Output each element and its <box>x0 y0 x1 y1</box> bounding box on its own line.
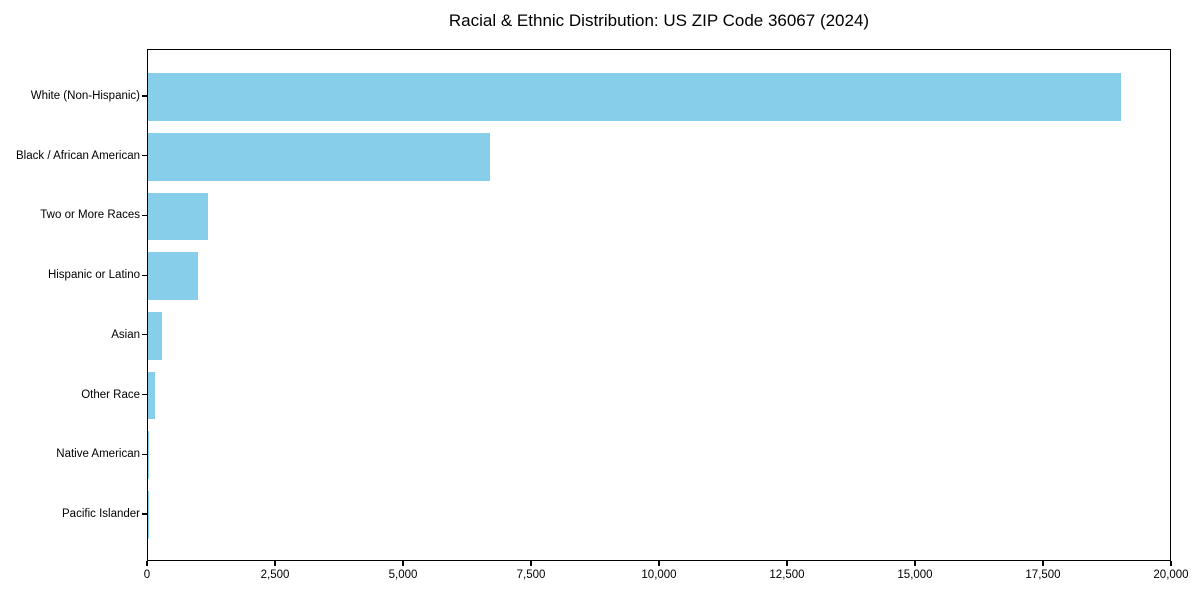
chart-title: Racial & Ethnic Distribution: US ZIP Cod… <box>448 11 870 30</box>
x-tick-mark <box>146 561 148 566</box>
x-tick-label: 15,000 <box>897 569 933 581</box>
category-bar <box>148 132 491 181</box>
x-tick-mark <box>530 561 532 566</box>
category-bar <box>148 73 1122 121</box>
y-axis-label: Native American <box>56 448 140 461</box>
y-axis-label: Two or More Races <box>40 209 140 222</box>
x-tick-mark <box>274 561 276 566</box>
category-bar <box>148 371 156 420</box>
y-tick-mark <box>142 393 147 396</box>
y-tick-mark <box>142 453 147 455</box>
x-tick-label: 5,000 <box>388 569 418 581</box>
x-tick-label: 0 <box>143 569 151 581</box>
y-tick-mark <box>142 95 147 97</box>
x-tick-label: 12,500 <box>769 569 805 581</box>
y-axis-label: Hispanic or Latino <box>47 269 140 282</box>
y-tick-mark <box>142 334 147 336</box>
x-tick-label: 7,500 <box>516 569 546 581</box>
y-axis-label: Black / African American <box>16 149 140 162</box>
category-bar <box>148 192 209 241</box>
y-axis-label: White (Non-Hispanic) <box>30 90 140 103</box>
x-tick-mark <box>658 561 660 566</box>
x-tick-mark <box>1042 561 1044 566</box>
y-tick-mark <box>142 274 147 276</box>
x-tick-mark <box>1170 561 1172 566</box>
x-tick-label: 17,500 <box>1025 569 1061 581</box>
y-tick-mark <box>142 513 147 515</box>
y-axis-label: Asian <box>111 328 140 341</box>
y-axis-label: Other Race <box>81 388 140 401</box>
x-tick-label: 2,500 <box>260 569 290 581</box>
x-tick-label: 20,000 <box>1153 569 1189 581</box>
y-tick-mark <box>142 155 147 157</box>
x-tick-mark <box>914 561 916 566</box>
y-axis-label: Pacific Islander <box>62 507 140 520</box>
x-tick-mark <box>786 561 788 566</box>
category-bar <box>148 311 162 360</box>
category-bar <box>148 431 150 480</box>
x-tick-label: 10,000 <box>641 569 677 581</box>
category-bar <box>148 252 199 301</box>
plot-area <box>147 49 1171 561</box>
x-tick-mark <box>402 561 404 566</box>
y-tick-mark <box>142 214 147 217</box>
